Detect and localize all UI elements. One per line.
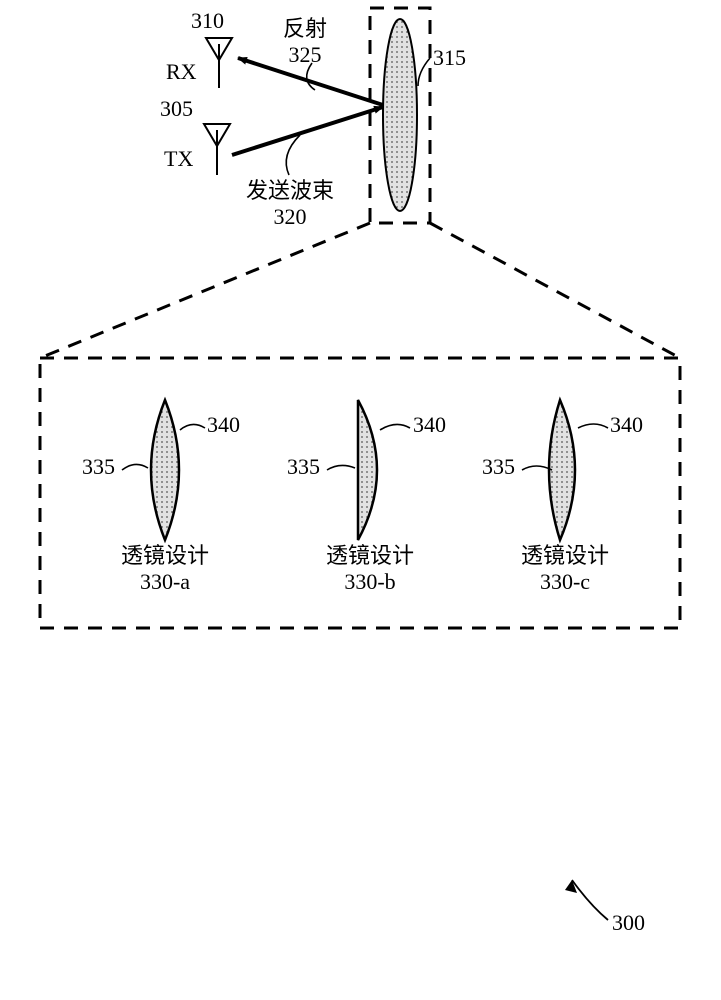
lens-a-right-leader [180, 424, 205, 430]
lens-c-shape [549, 400, 575, 540]
rx-antenna-icon [206, 38, 232, 88]
lens-c-right-leader [578, 424, 608, 428]
lens-b-shape [358, 400, 377, 540]
zoom-line-left [40, 223, 370, 358]
figure-ref-leader [565, 880, 608, 920]
tx-beam-leader [286, 135, 300, 175]
tx-antenna-icon [204, 124, 230, 175]
zoom-line-right [430, 223, 680, 358]
lens-c-left-leader [522, 466, 552, 470]
lens-a-left-leader [122, 464, 148, 470]
transmit-beam-arrow [232, 107, 383, 155]
reflection-leader [307, 63, 315, 90]
lens-b-left-leader [327, 465, 355, 470]
figure-canvas: 310 RX 反射 325 315 305 TX 发送波束 320 335 34… [0, 0, 721, 1000]
diagram-svg [0, 0, 721, 1000]
lens-ref-leader [418, 58, 430, 86]
lens-b-right-leader [380, 424, 410, 430]
main-lens-shape [383, 19, 417, 211]
lens-a-shape [151, 400, 179, 540]
